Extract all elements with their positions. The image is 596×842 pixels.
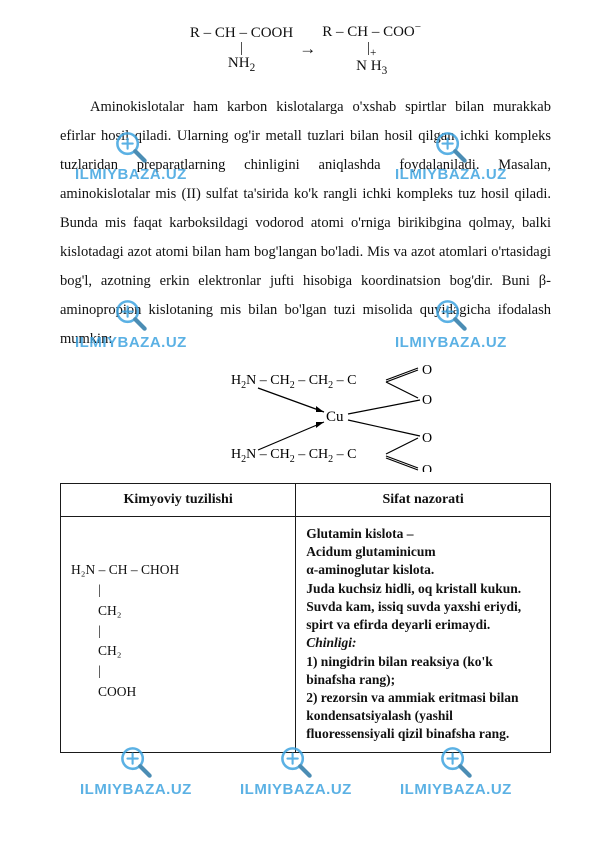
sifat-line: 2) rezorsin va ammiak eritmasi bilan kon… [306, 690, 518, 741]
formula-right-sup: − [415, 21, 421, 33]
reaction-formula: R – CH – COOH | NH2 → R – CH – COO− |+ N… [60, 20, 551, 79]
sifat-line: Acidum glutaminicum [306, 544, 435, 559]
sifat-line: Juda kuchsiz hidli, oq kristall kukun. S… [306, 581, 521, 632]
svg-text:O: O [422, 431, 432, 446]
struct-line: | [71, 663, 101, 678]
struct-line: | [71, 582, 101, 597]
page-root: R – CH – COOH | NH2 → R – CH – COO− |+ N… [0, 0, 596, 842]
formula-left-sub: 2 [250, 62, 256, 74]
struct-line: CH₂ [71, 643, 121, 658]
formula-arrow: → [299, 38, 316, 60]
cu-label: Cu [326, 409, 344, 425]
svg-text:H2N – CH2 – CH2 – C: H2N – CH2 – CH2 – C [231, 373, 356, 391]
cu-diagram-svg: H2N – CH2 – CH2 – C H2N – CH2 – CH2 – C … [126, 362, 486, 472]
svg-text:O: O [422, 363, 432, 378]
svg-text:H2N – CH2 – CH2 – C: H2N – CH2 – CH2 – C [231, 447, 356, 465]
formula-right-sub: 3 [382, 65, 388, 77]
properties-table: Kimyoviy tuzilishi Sifat nazorati H₂N – … [60, 483, 551, 753]
svg-text:O: O [422, 463, 432, 472]
formula-left-bot: NH [228, 55, 250, 71]
struct-line: CH₂ [71, 603, 121, 618]
svg-text:O: O [422, 393, 432, 408]
struct-line: COOH [71, 684, 136, 699]
body-paragraph: Aminokislotalar ham karbon kislotalarga … [60, 93, 551, 354]
sifat-line: Glutamin kislota – [306, 526, 413, 541]
sifat-line: α-aminoglutar kislota. [306, 562, 434, 577]
td-structure: H₂N – CH – CHOH | CH₂ | CH₂ | COOH [61, 517, 296, 753]
struct-line: H₂N – CH – CHOH [71, 562, 179, 577]
struct-line: | [71, 623, 101, 638]
formula-right-bot: N H [356, 58, 381, 74]
th-quality: Sifat nazorati [296, 484, 551, 517]
formula-right-top: R – CH – COO [322, 24, 415, 40]
sifat-line: 1) ningidrin bilan reaksiya (ko'k binafs… [306, 654, 493, 687]
th-structure: Kimyoviy tuzilishi [61, 484, 296, 517]
sifat-line: Chinligi: [306, 635, 356, 650]
table-header-row: Kimyoviy tuzilishi Sifat nazorati [61, 484, 551, 517]
td-quality: Glutamin kislota – Acidum glutaminicum α… [296, 517, 551, 753]
cu-complex-diagram: H2N – CH2 – CH2 – C H2N – CH2 – CH2 – C … [60, 362, 551, 477]
table-row: H₂N – CH – CHOH | CH₂ | CH₂ | COOH Gluta… [61, 517, 551, 753]
